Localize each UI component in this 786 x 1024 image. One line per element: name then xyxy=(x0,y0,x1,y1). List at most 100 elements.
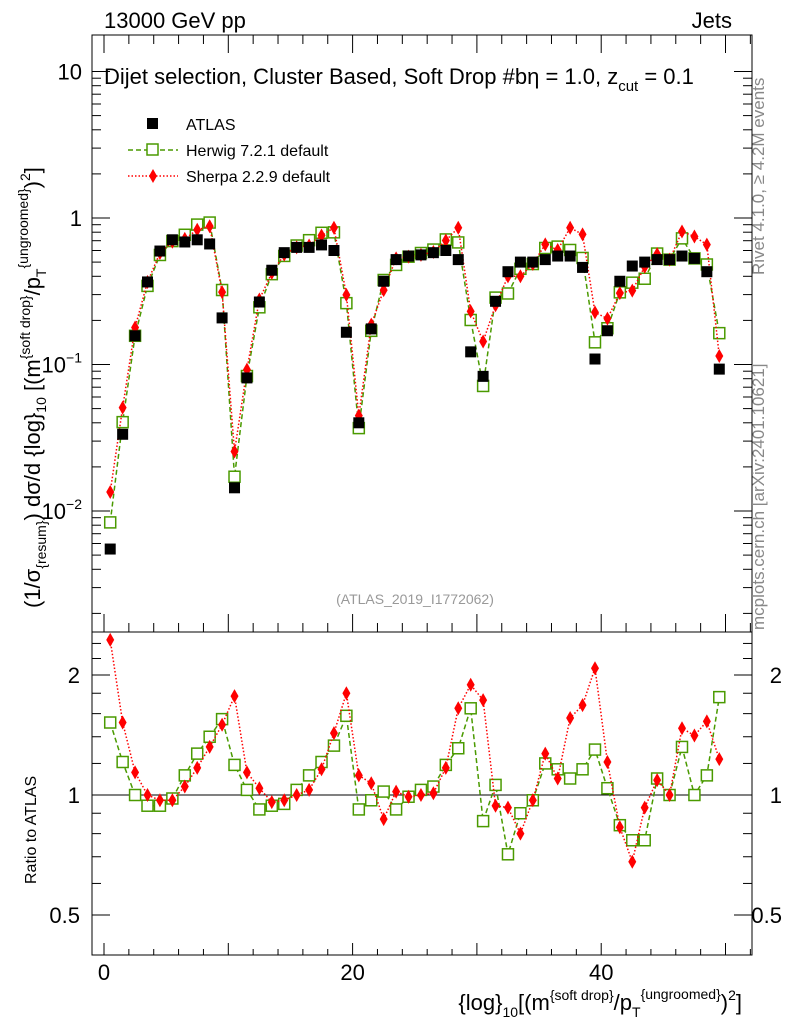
point-atlas xyxy=(676,250,688,262)
xlabel-b: [(m xyxy=(518,990,550,1015)
title-sub: cut xyxy=(618,78,639,95)
point-atlas xyxy=(552,250,564,262)
ylabel-a-sub: {resum} xyxy=(33,520,49,569)
point-atlas xyxy=(427,247,439,259)
point-atlas xyxy=(440,245,452,257)
xlabel-b-sup: {soft drop} xyxy=(550,987,614,1003)
ratio-point-herwig xyxy=(253,803,266,816)
x-tick-label: 40 xyxy=(589,960,613,985)
ratio-point-herwig xyxy=(514,806,527,820)
xlabel-a: {log} xyxy=(458,990,502,1015)
ratio-point-herwig xyxy=(576,763,589,776)
point-herwig xyxy=(476,379,490,393)
point-atlas xyxy=(129,330,141,342)
ratio-point-sherpa xyxy=(218,717,227,732)
point-atlas xyxy=(266,264,278,276)
ratio-point-sherpa xyxy=(230,689,239,704)
ratio-point-herwig xyxy=(713,690,726,704)
ratio-point-sherpa xyxy=(354,768,363,783)
y-tick-label: 10−2 xyxy=(42,496,83,524)
ratio-point-sherpa xyxy=(342,686,351,701)
point-atlas xyxy=(154,245,166,257)
point-sherpa xyxy=(205,219,214,234)
point-atlas xyxy=(291,241,303,253)
ratio-point-sherpa xyxy=(329,726,338,741)
mcplots-label: mcplots.cern.ch [arXiv:2401.10621] xyxy=(749,364,768,630)
xlabel-d: ) xyxy=(721,990,728,1015)
point-atlas xyxy=(701,266,713,278)
ratio-point-sherpa xyxy=(193,760,202,775)
point-sherpa xyxy=(342,287,351,302)
rivet-label: Rivet 4.1.0, ≥ 4.2M events xyxy=(749,78,768,275)
ratio-point-sherpa xyxy=(590,661,599,676)
legend-herwig-marker xyxy=(146,143,159,156)
point-atlas xyxy=(241,372,253,384)
point-sherpa xyxy=(454,220,463,235)
ratio-point-sherpa xyxy=(665,788,674,802)
ratio-point-herwig xyxy=(464,702,477,715)
ratio-point-herwig xyxy=(240,783,254,797)
ratio-line-2 xyxy=(109,639,720,865)
point-herwig xyxy=(588,336,602,349)
point-herwig xyxy=(501,287,515,300)
ylabel-c: [(m xyxy=(20,359,45,397)
ratio-point-sherpa xyxy=(628,854,637,869)
point-atlas xyxy=(514,256,526,268)
ratio-point-sherpa xyxy=(516,826,525,841)
ratio-point-sherpa xyxy=(168,793,177,808)
ylabel-d-sup: {ungroomed} xyxy=(15,188,31,269)
x-tick-label: 0 xyxy=(98,960,110,985)
ratio-point-sherpa xyxy=(541,746,550,761)
ratio-point-sherpa xyxy=(205,739,214,754)
ratio-point-herwig xyxy=(327,739,341,752)
point-atlas xyxy=(166,234,178,246)
ratio-tick-label: 1 xyxy=(68,783,80,808)
point-sherpa xyxy=(566,220,575,235)
ratio-point-herwig xyxy=(452,742,465,755)
point-atlas xyxy=(340,326,352,338)
point-sherpa xyxy=(715,348,724,363)
ratio-point-herwig xyxy=(190,747,204,760)
ratio-point-sherpa xyxy=(180,779,189,794)
ratio-point-herwig xyxy=(103,716,117,729)
ylabel-a: (1/σ xyxy=(20,568,45,608)
ratio-point-herwig xyxy=(340,709,353,723)
point-atlas xyxy=(316,239,328,251)
ratio-point-sherpa xyxy=(267,795,276,810)
ratio-point-sherpa xyxy=(578,698,587,713)
point-sherpa xyxy=(466,304,475,319)
ratio-point-herwig xyxy=(563,772,577,785)
point-atlas xyxy=(365,323,377,335)
point-atlas xyxy=(142,276,154,288)
xlabel-c-sub: T xyxy=(632,1004,641,1020)
ylabel-d-sub: T xyxy=(33,268,49,277)
point-atlas xyxy=(353,417,365,429)
point-atlas xyxy=(465,346,477,358)
point-atlas xyxy=(378,275,390,287)
point-sherpa xyxy=(578,227,587,242)
ratio-point-herwig xyxy=(601,781,614,795)
ratio-point-sherpa xyxy=(503,800,512,815)
point-herwig xyxy=(713,326,726,340)
ratio-point-herwig xyxy=(128,788,142,802)
ratio-point-herwig xyxy=(638,833,651,847)
point-atlas xyxy=(564,250,576,262)
ratio-tick-label-right: 0.5 xyxy=(751,903,782,928)
ratio-point-herwig xyxy=(675,740,689,754)
ratio-point-sherpa xyxy=(441,760,450,775)
point-sherpa xyxy=(615,286,624,301)
ylabel-f: ] xyxy=(20,167,45,173)
point-herwig xyxy=(452,236,465,249)
y-tick-label: 10−1 xyxy=(42,350,83,378)
ratio-point-herwig xyxy=(501,848,515,861)
point-atlas xyxy=(403,250,415,262)
y-tick-label: 1 xyxy=(70,206,82,231)
axis-ticks: 0 20 40 10 1 10−1 10−2 2 2 1 1 0.5 0.5 xyxy=(42,35,782,985)
point-sherpa xyxy=(441,233,450,248)
ratio-point-sherpa xyxy=(702,714,711,729)
ratio-point-sherpa xyxy=(255,781,264,796)
point-atlas xyxy=(626,260,638,272)
x-tick-label: 20 xyxy=(340,960,364,985)
ratio-point-sherpa xyxy=(305,782,314,797)
y-tick-label: 10 xyxy=(58,60,82,85)
